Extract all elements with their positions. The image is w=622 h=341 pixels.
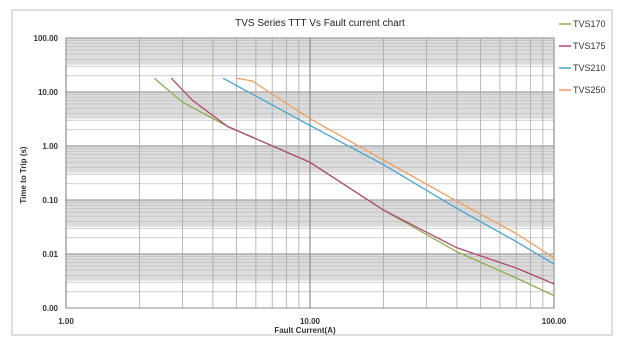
y-tick-label: 0.10 [42, 196, 58, 205]
series-line-tvs210 [222, 77, 555, 265]
legend: TVS170 TVS175 TVS210 TVS250 [559, 19, 606, 95]
y-tick-label: 100.00 [34, 34, 59, 43]
legend-item: TVS210 [559, 63, 606, 73]
y-tick-label: 0.01 [42, 250, 58, 259]
series-lines [153, 77, 555, 297]
legend-label: TVS210 [573, 63, 606, 73]
x-tick-label: 1.00 [58, 317, 74, 326]
y-tick-labels: 100.00 10.00 1.00 0.10 0.01 0.00 [34, 34, 59, 313]
x-tick-label: 100.00 [542, 317, 567, 326]
y-axis-label: Time to Trip (s) [19, 146, 28, 204]
legend-label: TVS250 [573, 85, 606, 95]
legend-label: TVS175 [573, 41, 606, 51]
x-tick-labels: 1.00 10.00 100.00 [58, 317, 567, 326]
series-line-tvs250 [236, 77, 555, 259]
legend-label: TVS170 [573, 19, 606, 29]
chart-title: TVS Series TTT Vs Fault current chart [235, 18, 405, 29]
gridlines [65, 37, 555, 309]
y-tick-label: 10.00 [38, 88, 59, 97]
legend-item: TVS250 [559, 85, 606, 95]
y-tick-label: 1.00 [42, 142, 58, 151]
x-axis-label: Fault Current(A) [274, 326, 336, 335]
series-line-tvs175 [170, 77, 555, 285]
legend-item: TVS170 [559, 19, 606, 29]
x-tick-label: 10.00 [300, 317, 321, 326]
legend-item: TVS175 [559, 41, 606, 51]
y-tick-label: 0.00 [42, 304, 58, 313]
